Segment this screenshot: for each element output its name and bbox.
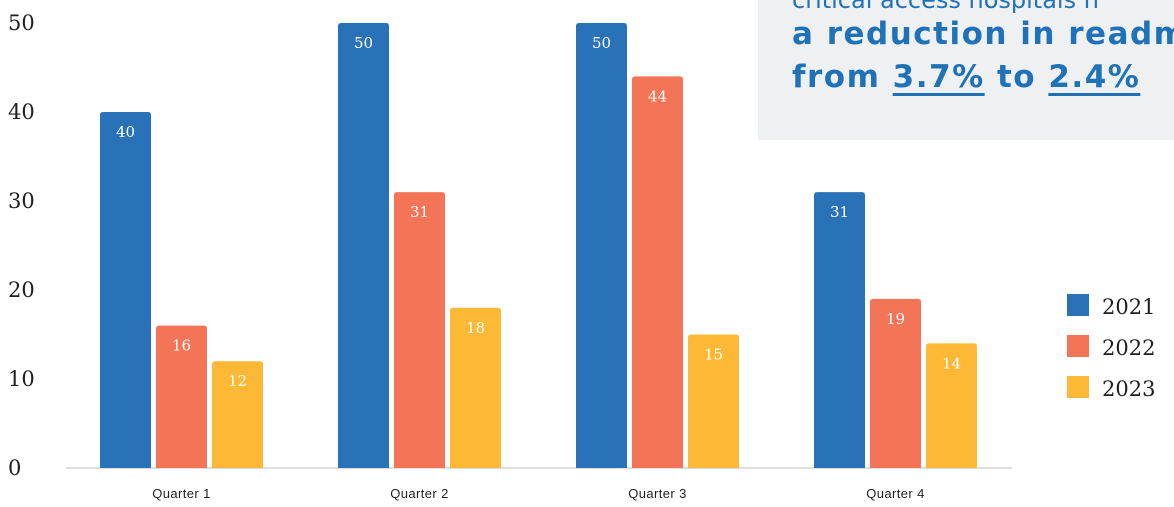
bars-group: 40 16 12 50 31 18 50 44 15 31 19 14 <box>100 23 977 469</box>
x-tick-label: Quarter 4 <box>866 486 925 501</box>
x-axis: Quarter 1 Quarter 2 Quarter 3 Quarter 4 <box>152 486 925 501</box>
callout-line-3: from 3.7% to 2.4% <box>792 59 1140 95</box>
x-tick-label: Quarter 2 <box>390 486 449 501</box>
bar-2021-q4 <box>814 192 865 468</box>
data-label: 12 <box>228 372 247 390</box>
data-label: 15 <box>704 346 723 364</box>
legend-label-2021: 2021 <box>1102 295 1155 319</box>
data-label: 31 <box>410 203 429 221</box>
legend: 2021 2022 2023 <box>1067 294 1155 401</box>
legend-label-2023: 2023 <box>1102 377 1155 401</box>
bar-2022-q2 <box>394 192 445 468</box>
data-label: 50 <box>592 34 611 52</box>
legend-label-2022: 2022 <box>1102 336 1155 360</box>
data-label: 31 <box>830 203 849 221</box>
bar-2021-q2 <box>338 23 389 468</box>
data-label: 19 <box>886 310 905 328</box>
callout-from-text: from <box>792 59 893 95</box>
data-label: 50 <box>354 34 373 52</box>
bar-2021-q1 <box>100 112 151 468</box>
callout-value-to: 2.4% <box>1048 59 1141 95</box>
y-tick-label: 50 <box>8 11 35 35</box>
data-label: 16 <box>172 337 191 355</box>
y-tick-label: 30 <box>8 189 35 213</box>
bar-2021-q3 <box>576 23 627 468</box>
callout-line-2: a reduction in readm <box>792 16 1174 52</box>
data-label: 18 <box>466 319 485 337</box>
bar-2022-q4 <box>870 298 921 468</box>
data-label: 44 <box>648 87 667 105</box>
legend-swatch-2021 <box>1067 294 1089 316</box>
x-tick-label: Quarter 3 <box>628 486 687 501</box>
y-tick-label: 10 <box>8 367 35 391</box>
y-tick-label: 0 <box>8 456 21 480</box>
bar-2022-q3 <box>632 76 683 469</box>
data-label: 14 <box>942 354 961 372</box>
x-tick-label: Quarter 1 <box>152 486 211 501</box>
y-tick-label: 40 <box>8 100 35 124</box>
bar-2023-q1 <box>212 361 263 468</box>
callout-line-1: critical access hospitals h <box>792 0 1099 14</box>
bar-2023-q4 <box>926 343 977 468</box>
callout-value-from: 3.7% <box>892 59 985 95</box>
bar-2023-q3 <box>688 334 739 468</box>
callout-to-text: to <box>984 59 1049 95</box>
bar-2023-q2 <box>450 307 501 468</box>
legend-swatch-2022 <box>1067 335 1089 357</box>
bar-2022-q1 <box>156 325 207 468</box>
legend-swatch-2023 <box>1067 376 1089 398</box>
y-tick-label: 20 <box>8 278 35 302</box>
y-axis: 0 10 20 30 40 50 <box>8 11 35 480</box>
callout-box: critical access hospitals h a reduction … <box>758 0 1174 140</box>
data-label: 40 <box>116 123 135 141</box>
